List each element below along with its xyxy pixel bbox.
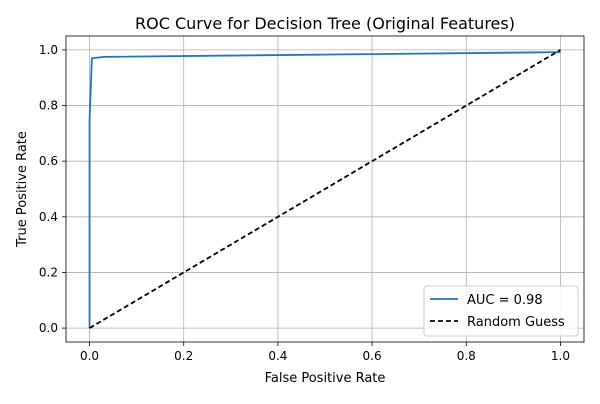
x-axis-label: False Positive Rate <box>265 371 386 386</box>
legend: AUC = 0.98 Random Guess <box>423 285 579 337</box>
random-guess-line <box>89 49 561 329</box>
x-tick-label: 0.4 <box>268 349 287 363</box>
legend-label-random-guess: Random Guess <box>467 315 565 330</box>
y-tick-label: 0.4 <box>39 210 58 224</box>
grid <box>66 36 584 342</box>
chart-title: ROC Curve for Decision Tree (Original Fe… <box>135 14 515 33</box>
y-axis-label: True Positive Rate <box>15 131 30 248</box>
x-tick-label: 1.0 <box>551 349 570 363</box>
y-tick-label: 1.0 <box>39 43 58 57</box>
ticks: 0.0 0.2 0.4 0.6 0.8 1.0 0.0 0.2 0.4 0.6 0.8 1.0 <box>39 43 570 363</box>
x-tick-label: 0.2 <box>174 349 193 363</box>
x-tick-label: 0.6 <box>363 349 382 363</box>
y-tick-label: 0.8 <box>39 99 58 113</box>
x-tick-label: 0.0 <box>80 349 99 363</box>
y-tick-label: 0.2 <box>39 265 58 279</box>
y-tick-label: 0.0 <box>39 321 58 335</box>
roc-curve-line <box>88 51 561 329</box>
legend-box <box>423 285 579 337</box>
legend-label-auc: AUC = 0.98 <box>467 293 543 308</box>
plot-frame <box>65 35 585 343</box>
series-layer <box>88 49 561 329</box>
y-tick-label: 0.6 <box>39 154 58 168</box>
x-tick-label: 0.8 <box>457 349 476 363</box>
